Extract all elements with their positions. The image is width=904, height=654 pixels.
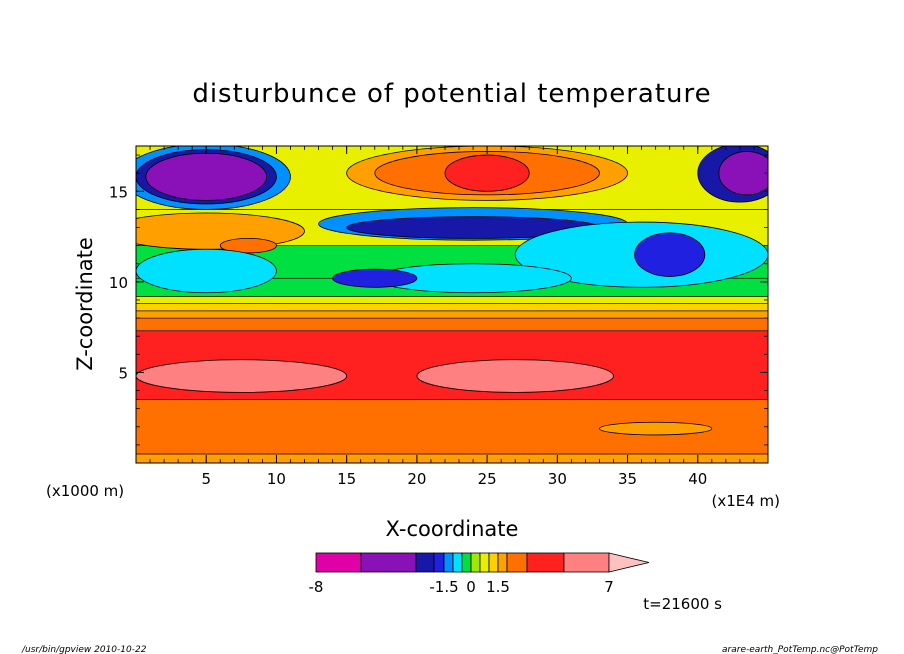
- colorbar-segment-13: [563, 552, 610, 573]
- footer-right: arare-earth_PotTemp.nc@PotTemp: [722, 645, 878, 654]
- contour-band-0: [136, 453, 768, 463]
- x-tick-label-3: 20: [407, 470, 426, 488]
- plot-area: [136, 146, 768, 463]
- colorbar-segment-5: [452, 552, 463, 573]
- contour-region-15: [634, 232, 706, 277]
- colorbar-segment-7: [470, 552, 481, 573]
- colorbar-segment-8: [479, 552, 490, 573]
- colorbar-segment-2: [415, 552, 435, 573]
- y-tick-label-1: 10: [109, 274, 128, 292]
- colorbar-extend-arrow: [608, 552, 650, 573]
- time-label: t=21600 s: [643, 595, 722, 613]
- x-unit-label: (x1E4 m): [711, 492, 780, 510]
- contour-band-6: [136, 296, 768, 304]
- colorbar-segment-4: [443, 552, 454, 573]
- contour-region-9: [444, 154, 530, 192]
- contour-region-4: [145, 152, 268, 201]
- chart-title: disturbunce of potential temperature: [192, 79, 711, 109]
- x-axis-ticks: 5 10 15 20 25 30 35 40: [149, 146, 755, 488]
- x-tick-label-0: 5: [201, 470, 211, 488]
- x-tick-label-7: 40: [688, 470, 707, 488]
- contour-region-6: [718, 151, 768, 196]
- colorbar-segment-1: [360, 552, 417, 573]
- x-tick-label-1: 10: [267, 470, 286, 488]
- footer-left: /usr/bin/gpview 2010-10-22: [21, 645, 147, 654]
- x-tick-label-4: 25: [478, 470, 497, 488]
- colorbar-tick-label-0: -8: [309, 578, 324, 596]
- contour-band-4: [136, 310, 768, 319]
- colorbar: -8 -1.5 0 1.5 7: [309, 552, 650, 596]
- x-tick-label-6: 35: [618, 470, 637, 488]
- colorbar-segment-10: [497, 552, 508, 573]
- y-axis-ticks: 5 10 15: [109, 154, 768, 446]
- x-tick-label-5: 30: [548, 470, 567, 488]
- contour-region-18: [332, 268, 418, 288]
- contour-region-0: [136, 359, 348, 393]
- plot-frame: [135, 145, 769, 464]
- colorbar-tick-label-4: 7: [604, 578, 614, 596]
- colorbar-tick-label-1: -1.5: [429, 578, 458, 596]
- y-tick-label-2: 15: [109, 183, 128, 201]
- colorbar-segment-12: [526, 552, 565, 573]
- x-axis-label: X-coordinate: [386, 517, 519, 541]
- colorbar-segment-3: [433, 552, 445, 573]
- y-unit-label: (x1000 m): [46, 482, 124, 500]
- colorbar-tick-label-3: 1.5: [486, 578, 510, 596]
- y-axis-label: Z-coordinate: [73, 237, 97, 371]
- contour-band-3: [136, 317, 768, 332]
- colorbar-tick-label-2: 0: [466, 578, 476, 596]
- contour-region-16: [136, 248, 277, 294]
- colorbar-segment-9: [488, 552, 499, 573]
- colorbar-segment-6: [461, 552, 472, 573]
- contour-region-1: [416, 359, 614, 393]
- y-tick-label-0: 5: [118, 364, 128, 382]
- colorbar-segment-11: [506, 552, 528, 573]
- contour-region-11: [219, 237, 277, 254]
- colorbar-segment-0: [315, 552, 362, 573]
- contour-region-19: [599, 421, 713, 436]
- contour-band-5: [136, 303, 768, 312]
- x-tick-label-2: 15: [337, 470, 356, 488]
